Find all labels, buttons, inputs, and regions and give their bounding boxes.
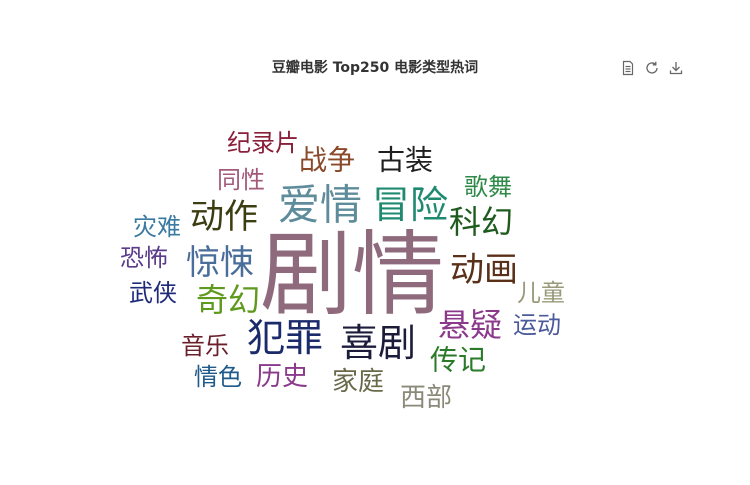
word-23: 情色 (194, 363, 242, 391)
word-1: 爱情 (278, 181, 362, 230)
word-0: 剧情 (260, 222, 444, 329)
download-icon[interactable] (668, 60, 684, 76)
word-21: 音乐 (181, 332, 229, 360)
chart-toolbox (620, 60, 684, 76)
word-20: 运动 (513, 311, 561, 339)
word-9: 科幻 (449, 203, 513, 241)
word-15: 歌舞 (464, 173, 512, 201)
word-17: 恐怖 (120, 244, 168, 272)
word-4: 犯罪 (247, 316, 323, 360)
word-19: 儿童 (517, 279, 565, 307)
word-26: 西部 (400, 383, 452, 413)
word-18: 武侠 (129, 279, 177, 307)
chart-title: 豆瓣电影 Top250 电影类型热词 (271, 60, 479, 76)
word-12: 古装 (377, 144, 433, 177)
word-6: 惊悚 (186, 243, 254, 283)
word-10: 奇幻 (196, 281, 260, 319)
word-13: 纪录片 (227, 129, 299, 157)
word-7: 动画 (450, 250, 518, 290)
word-11: 战争 (299, 144, 355, 177)
refresh-icon[interactable] (644, 60, 660, 76)
word-8: 悬疑 (438, 306, 502, 344)
document-icon[interactable] (620, 60, 636, 76)
word-25: 家庭 (332, 367, 384, 397)
word-5: 动作 (190, 197, 258, 237)
word-24: 历史 (256, 362, 308, 392)
word-16: 灾难 (133, 213, 181, 241)
word-3: 喜剧 (340, 321, 416, 365)
word-14: 同性 (217, 166, 265, 194)
word-22: 传记 (430, 344, 486, 377)
word-2: 冒险 (372, 183, 448, 227)
